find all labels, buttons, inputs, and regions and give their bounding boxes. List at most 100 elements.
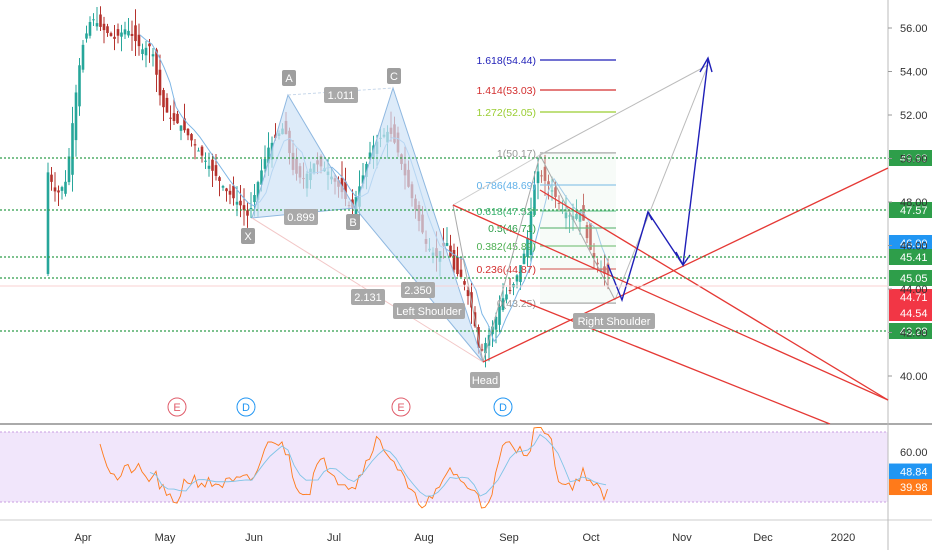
price-level-label: 45.41	[900, 252, 928, 264]
candle-body	[547, 181, 550, 186]
candle-body	[508, 290, 512, 292]
candle-body	[144, 47, 148, 56]
rsi-line	[99, 427, 608, 509]
candle-body	[74, 92, 78, 141]
candle-body	[459, 269, 463, 277]
candle-body	[361, 175, 365, 184]
candle-body	[134, 25, 137, 42]
event-marker[interactable]	[236, 397, 256, 417]
price-tick-label: 52.00	[900, 110, 928, 122]
candle-body	[172, 113, 176, 121]
price-tick-label: 56.00	[900, 23, 928, 35]
candle-body	[536, 171, 540, 184]
price-tick-label: 40.00	[900, 371, 928, 383]
candle-body	[197, 150, 200, 152]
time-tick-label: Nov	[672, 532, 692, 544]
event-marker[interactable]	[391, 397, 411, 417]
candle-body	[267, 147, 270, 164]
time-tick-label: Jun	[245, 532, 263, 544]
event-marker[interactable]	[167, 397, 187, 417]
candle-body	[60, 187, 64, 191]
candle-body	[585, 225, 589, 239]
candle-body	[109, 33, 113, 36]
candle-body	[155, 49, 158, 75]
time-tick-label: Oct	[582, 532, 599, 544]
event-marker-label: D	[242, 402, 250, 414]
candle-body	[575, 213, 578, 219]
candle-body	[529, 211, 533, 255]
candle-body	[137, 34, 141, 47]
price-level-badge	[889, 202, 932, 218]
shoulder-label: Head	[472, 375, 498, 387]
candle-body	[148, 43, 151, 47]
candle-body	[71, 123, 74, 175]
candle-body	[445, 243, 449, 246]
candle-body	[64, 181, 67, 194]
price-level-badge	[889, 150, 932, 166]
pattern-ratio-label: 1.011	[328, 90, 355, 102]
candle-body	[85, 33, 88, 39]
price-level-badge	[889, 305, 932, 321]
price-level-badge	[889, 323, 932, 339]
candle-body	[344, 181, 347, 199]
candle-body	[183, 118, 186, 131]
candle-body	[232, 185, 235, 199]
price-level-label: 44.71	[900, 292, 928, 304]
time-tick-label: Apr	[74, 532, 91, 544]
candle-body	[127, 30, 130, 36]
price-level-label: 45.05	[900, 273, 928, 285]
candle-body	[484, 343, 487, 354]
time-tick-label: May	[155, 532, 176, 544]
candle-body	[540, 175, 543, 177]
candle-body	[113, 36, 116, 39]
event-marker[interactable]	[493, 397, 513, 417]
candle-body	[456, 257, 459, 275]
time-axis[interactable]: Apr May Jun Jul Aug Sep Oct Nov Dec 2020	[74, 532, 855, 544]
price-level-badge	[889, 289, 932, 305]
fib-level-label: 0.5(46.71)	[488, 223, 536, 235]
candle-body	[368, 152, 372, 159]
candle-body	[505, 294, 508, 300]
price-level-label: 47.57	[900, 205, 928, 217]
trend-lines[interactable]	[452, 64, 889, 425]
candle-body	[589, 223, 592, 250]
candle-body	[78, 65, 81, 107]
candle-body	[592, 253, 596, 258]
pattern-point-label: C	[390, 71, 398, 83]
candle-body	[211, 159, 214, 171]
candle-body	[165, 97, 169, 113]
pattern-point-label: B	[349, 217, 356, 229]
candle-body	[120, 32, 123, 37]
candle-body	[543, 166, 547, 181]
pattern-ratio-badge	[351, 289, 385, 305]
candle-body	[263, 159, 267, 169]
candle-body	[578, 211, 582, 222]
pattern-ratio-badge	[324, 87, 358, 103]
pattern-ratio-label: 2.131	[354, 292, 382, 304]
price-axis[interactable]: 56.00 54.00 52.00 50.00 48.00 46.00 44.00 42.00…	[888, 23, 928, 383]
projected-path[interactable]	[607, 56, 713, 303]
candle-body	[501, 298, 505, 310]
candle-body	[246, 210, 249, 216]
candle-body	[603, 266, 606, 274]
event-marker-label: E	[397, 402, 404, 414]
rsi-layer	[99, 427, 608, 509]
fib-level-label: 1.618(54.44)	[476, 55, 536, 67]
candle-body	[550, 190, 554, 192]
event-marker-label: E	[173, 402, 180, 414]
pattern-ratio-badge	[284, 209, 318, 225]
fib-level-label: 1(50.17)	[497, 148, 536, 160]
candle-body	[239, 200, 242, 206]
time-tick-label: 2020	[831, 532, 855, 544]
horizontal-levels[interactable]: 49.93 47.57 46.00 45.41 45.05 44.71 44.54 43.28	[0, 150, 932, 339]
candle-body	[596, 262, 599, 265]
candle-body	[102, 23, 106, 31]
rsi-signal-line	[149, 433, 607, 497]
candle-body	[218, 177, 221, 181]
candle-body	[141, 49, 144, 54]
candle-body	[228, 190, 232, 195]
